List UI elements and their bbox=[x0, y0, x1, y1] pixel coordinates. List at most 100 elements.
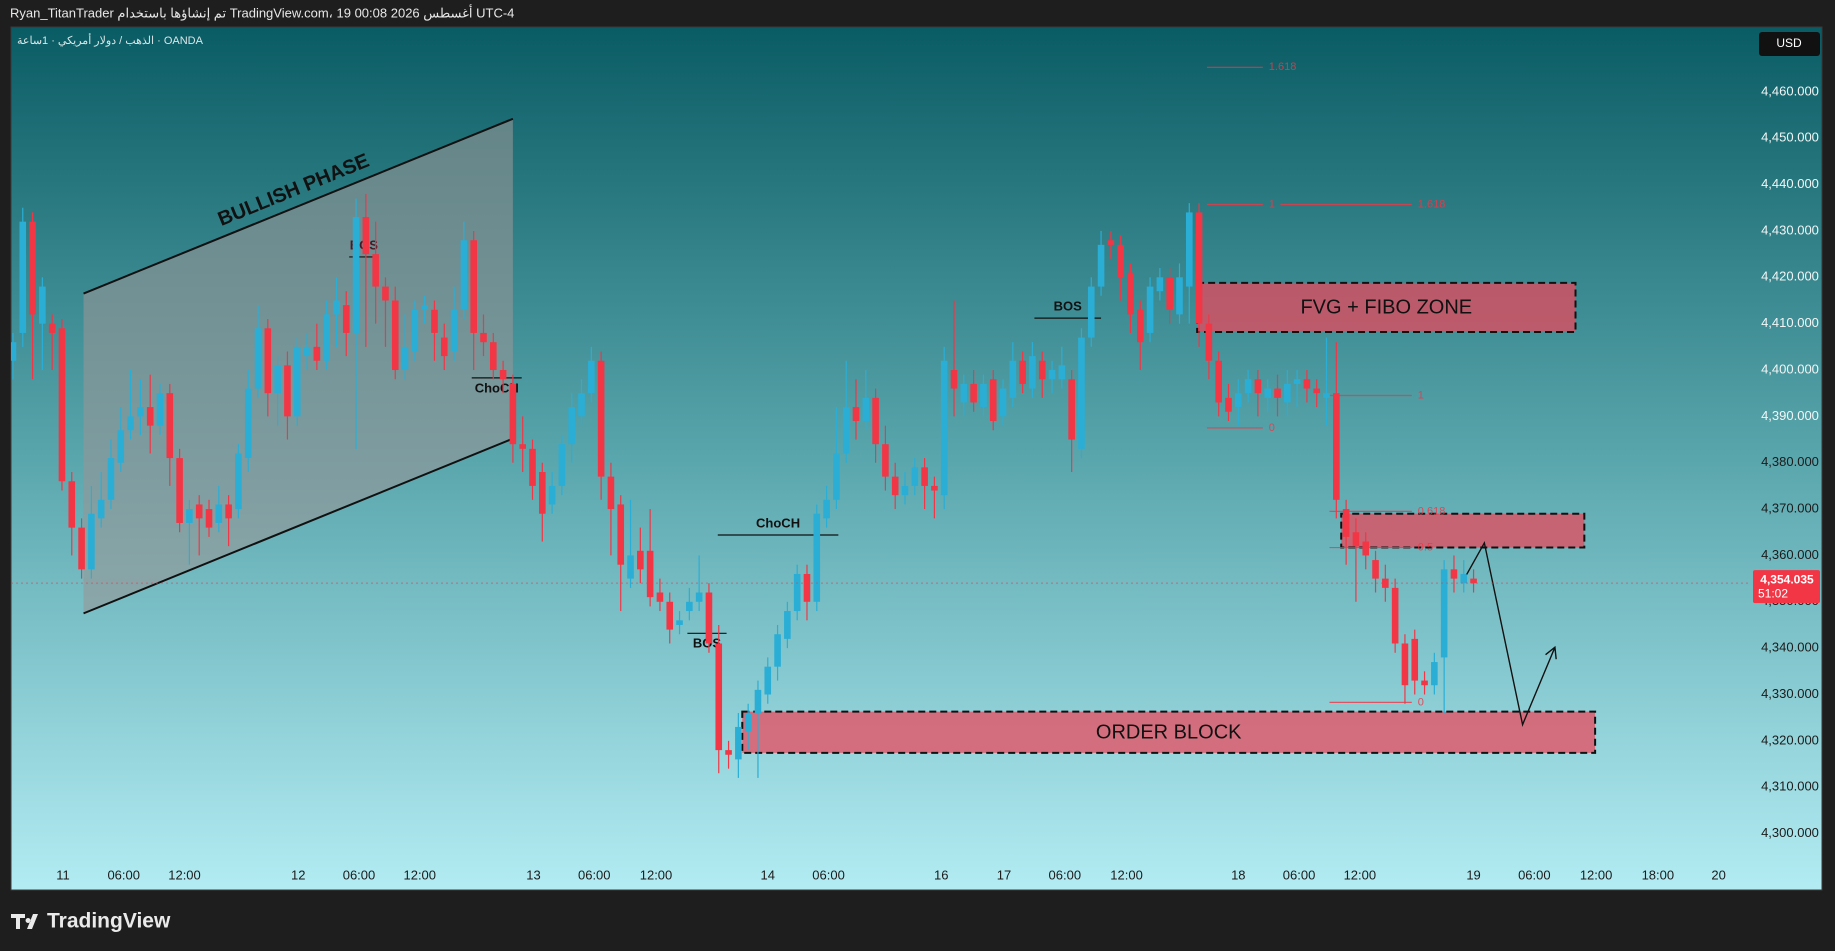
candle-body bbox=[1215, 360, 1222, 403]
candle-body bbox=[1333, 393, 1340, 500]
fib-label: 1 bbox=[1269, 198, 1275, 210]
candle-body bbox=[225, 504, 232, 519]
candle-body bbox=[176, 458, 183, 523]
x-tick-label: 12:00 bbox=[1344, 867, 1377, 882]
candle-body bbox=[676, 620, 683, 625]
candle-body bbox=[980, 383, 987, 408]
candle-body bbox=[989, 379, 997, 422]
candle-body bbox=[1313, 388, 1321, 394]
y-tick-label: 4,400.000 bbox=[1761, 361, 1819, 376]
y-tick-label: 4,380.000 bbox=[1761, 454, 1819, 469]
candle-body bbox=[1127, 272, 1134, 315]
y-tick-label: 4,340.000 bbox=[1761, 640, 1819, 655]
candle-body bbox=[764, 666, 772, 695]
candle-body bbox=[617, 504, 625, 565]
candle-body bbox=[254, 328, 262, 389]
candle-body bbox=[323, 314, 330, 361]
candle-body bbox=[960, 383, 968, 403]
channel-line bbox=[83, 437, 514, 615]
candle-body bbox=[274, 365, 281, 394]
candle-body bbox=[1176, 277, 1183, 315]
y-tick-label: 4,410.000 bbox=[1761, 315, 1819, 330]
candle-body bbox=[195, 504, 203, 519]
x-tick-label: 06:00 bbox=[1049, 867, 1082, 882]
candle-body bbox=[342, 305, 350, 333]
projection-arrowhead bbox=[1545, 645, 1557, 660]
candle-body bbox=[372, 254, 379, 287]
currency-button[interactable] bbox=[1759, 32, 1820, 56]
candle-body bbox=[244, 388, 252, 459]
x-tick-label: 06:00 bbox=[578, 867, 611, 882]
candle-body bbox=[313, 346, 321, 361]
fib-label: 1.618 bbox=[1418, 198, 1446, 210]
candle-body bbox=[1342, 509, 1350, 537]
candle-body bbox=[11, 342, 17, 361]
candle-body bbox=[1362, 541, 1370, 556]
channel-line bbox=[83, 117, 514, 295]
candle-body bbox=[1087, 286, 1095, 338]
fib-label: 0 bbox=[1269, 422, 1275, 434]
candle-body bbox=[1372, 560, 1379, 579]
candle-body bbox=[382, 286, 389, 301]
x-tick-label: 06:00 bbox=[1283, 867, 1316, 882]
fib-label: 0 bbox=[1418, 696, 1424, 708]
last-price-label: 4,354.035 bbox=[1760, 572, 1814, 586]
currency-label: USD bbox=[1776, 36, 1802, 50]
candle-body bbox=[499, 370, 507, 380]
x-tick-label: 06:00 bbox=[1518, 867, 1551, 882]
zone bbox=[741, 710, 1597, 754]
zone-label: FVG + FIBO ZONE bbox=[1300, 297, 1472, 319]
y-tick-label: 4,440.000 bbox=[1761, 176, 1819, 191]
candle-body bbox=[362, 217, 370, 255]
brand: TradingView bbox=[11, 910, 171, 933]
y-tick-label: 4,430.000 bbox=[1761, 222, 1819, 237]
candle-body bbox=[1244, 379, 1252, 394]
y-tick-label: 4,390.000 bbox=[1761, 408, 1819, 423]
candle-body bbox=[88, 513, 95, 570]
x-tick-label: 11 bbox=[56, 867, 70, 882]
x-tick-label: 18 bbox=[1231, 867, 1245, 882]
candle-body bbox=[1382, 578, 1389, 588]
y-tick-label: 4,360.000 bbox=[1761, 547, 1819, 562]
candle-body bbox=[166, 393, 174, 459]
candle-body bbox=[744, 713, 752, 732]
candle-body bbox=[891, 476, 899, 496]
candle-body bbox=[1156, 277, 1164, 292]
y-tick-label: 4,320.000 bbox=[1761, 732, 1819, 747]
candle-body bbox=[1303, 379, 1311, 389]
symbol-label: الذهب / دولار أمريكي · 1ساعة · OANDA bbox=[17, 33, 204, 47]
candle-body bbox=[695, 592, 703, 602]
x-tick-label: 19 bbox=[1466, 867, 1480, 882]
candle-body bbox=[931, 485, 938, 491]
candle-body bbox=[686, 601, 693, 612]
candle-body bbox=[1450, 569, 1458, 579]
candle-body bbox=[1078, 337, 1085, 449]
brand-name: TradingView bbox=[47, 910, 171, 933]
candle-body bbox=[470, 240, 477, 333]
candle-body bbox=[558, 444, 566, 486]
zone-label: ORDER BLOCK bbox=[1096, 722, 1242, 744]
structure-label: BOS bbox=[1054, 299, 1083, 314]
candle-body bbox=[186, 509, 193, 523]
candle-body bbox=[950, 370, 958, 389]
candle-body bbox=[1460, 573, 1468, 584]
y-tick-label: 4,460.000 bbox=[1761, 83, 1819, 98]
x-tick-label: 06:00 bbox=[343, 867, 376, 882]
candle-body bbox=[450, 309, 458, 352]
candle-body bbox=[440, 337, 448, 357]
candle-body bbox=[813, 513, 821, 602]
candle-body bbox=[833, 453, 840, 500]
candle-body bbox=[666, 601, 674, 630]
candle-body bbox=[411, 309, 419, 352]
x-tick-label: 12 bbox=[291, 867, 305, 882]
countdown: 51:02 bbox=[1758, 586, 1788, 600]
candle-body bbox=[999, 388, 1007, 417]
candle-body bbox=[607, 476, 615, 510]
candle-body bbox=[627, 555, 634, 579]
candle-body bbox=[656, 592, 664, 602]
candle-body bbox=[421, 305, 428, 310]
x-tick-label: 12:00 bbox=[168, 867, 201, 882]
candle-body bbox=[1009, 360, 1017, 398]
candle-body bbox=[127, 416, 134, 431]
